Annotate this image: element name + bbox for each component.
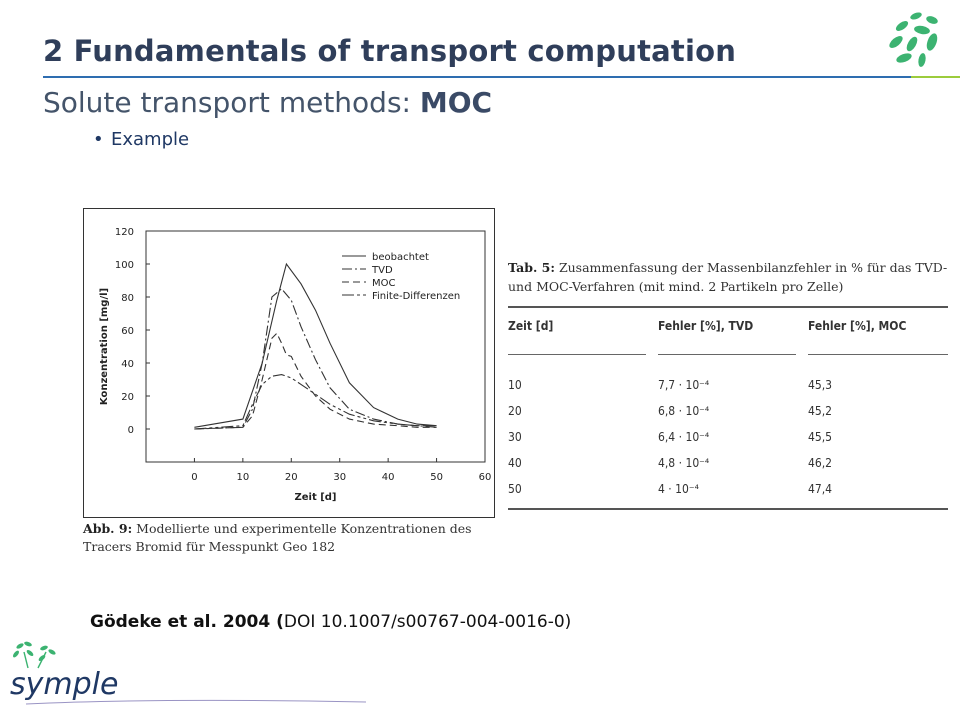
table-cell: 47,4 xyxy=(808,481,833,496)
x-tick-label: 0 xyxy=(191,472,197,483)
reference-bold: Gödeke et al. 2004 ( xyxy=(90,612,284,632)
table-header-row: Zeit [d] Fehler [%], TVD Fehler [%], MOC xyxy=(508,308,948,342)
error-table-block: Tab. 5: Zusammenfassung der Massenbilanz… xyxy=(508,258,948,510)
series-line-finite-differenzen xyxy=(194,374,437,430)
table-cell: 50 xyxy=(508,481,522,496)
subtitle-prefix: Solute transport methods: xyxy=(43,86,420,119)
x-tick-label: 30 xyxy=(333,472,346,483)
plot-area-frame xyxy=(145,230,486,463)
table-row: 50 4 · 10⁻⁴ 47,4 xyxy=(508,476,948,502)
bullet-text: Example xyxy=(111,129,190,150)
table-bottom-rule xyxy=(508,508,948,510)
figure-caption: Abb. 9: Modellierte und experimentelle K… xyxy=(83,520,503,556)
table-cell: 45,3 xyxy=(808,377,833,392)
table-row: 20 6,8 · 10⁻⁴ 45,2 xyxy=(508,398,948,424)
table-caption-bold: Tab. 5: xyxy=(508,260,555,275)
legend-label: TVD xyxy=(371,265,393,276)
legend-label: MOC xyxy=(372,278,395,289)
x-tick-label: 60 xyxy=(479,472,492,483)
table-cell: 10 xyxy=(508,377,522,392)
x-axis-label: Zeit [d] xyxy=(294,492,336,503)
series-line-moc xyxy=(194,332,437,430)
y-tick-label: 80 xyxy=(121,293,134,304)
bullet-item: • Example xyxy=(93,129,189,150)
figure-caption-text: Modellierte und experimentelle Konzentra… xyxy=(83,521,472,554)
reference-doi: DOI 10.1007/s00767-004-0016-0) xyxy=(283,612,572,632)
table-cell: 4 · 10⁻⁴ xyxy=(658,481,699,496)
table-caption-text: Zusammenfassung der Massenbilanzfehler i… xyxy=(508,260,948,294)
tree-icon xyxy=(13,641,56,661)
title-underline-accent xyxy=(911,76,960,78)
table-top-rule xyxy=(508,306,948,308)
table-cell: 45,2 xyxy=(808,403,833,418)
error-table: Zeit [d] Fehler [%], TVD Fehler [%], MOC… xyxy=(508,308,948,502)
chart-figure: 0 20 40 60 80 100 120 0 10 20 30 40 50 60 Zeit [d] Konz… xyxy=(83,208,495,518)
x-tick-label: 20 xyxy=(285,472,298,483)
slide-subtitle: Solute transport methods: MOC xyxy=(43,86,492,119)
table-header-cell: Fehler [%], MOC xyxy=(808,319,907,333)
table-row: 30 6,4 · 10⁻⁴ 45,5 xyxy=(508,424,948,450)
table-cell: 46,2 xyxy=(808,455,833,470)
symple-logo-text: symple xyxy=(10,667,118,702)
legend-label: beobachtet xyxy=(372,252,429,263)
leaf-logo-icon xyxy=(889,12,938,67)
symple-logo: symple xyxy=(10,641,367,705)
legend-label: Finite-Differenzen xyxy=(372,291,460,302)
table-header-cell: Fehler [%], TVD xyxy=(658,319,754,333)
y-tick-label: 40 xyxy=(121,359,134,370)
x-tick-label: 40 xyxy=(382,472,395,483)
table-cell: 30 xyxy=(508,429,522,444)
series-line-beobachtet xyxy=(194,262,437,428)
table-cell: 40 xyxy=(508,455,522,470)
reference-citation: Gödeke et al. 2004 (DOI 10.1007/s00767-0… xyxy=(90,612,571,632)
figure-caption-bold: Abb. 9: xyxy=(83,521,133,536)
title-underline xyxy=(43,76,911,78)
y-axis-label: Konzentration [mg/l] xyxy=(99,288,110,405)
slide-title: 2 Fundamentals of transport computation xyxy=(43,34,737,68)
table-row: 10 7,7 · 10⁻⁴ 45,3 xyxy=(508,372,948,398)
table-caption: Tab. 5: Zusammenfassung der Massenbilanz… xyxy=(508,258,948,296)
header-separator xyxy=(508,342,948,368)
x-tick-label: 10 xyxy=(236,472,249,483)
subtitle-bold: MOC xyxy=(419,86,493,119)
table-row: 40 4,8 · 10⁻⁴ 46,2 xyxy=(508,450,948,476)
y-tick-label: 20 xyxy=(121,392,134,403)
y-tick-label: 100 xyxy=(115,260,134,271)
y-tick-label: 60 xyxy=(121,326,134,337)
table-header-cell: Zeit [d] xyxy=(508,319,554,333)
table-cell: 45,5 xyxy=(808,429,833,444)
concentration-chart: 0 20 40 60 80 100 120 0 10 20 30 40 50 60 Zeit [d] Konz… xyxy=(99,227,492,503)
series-line-tvd xyxy=(194,288,437,430)
table-cell: 6,8 · 10⁻⁴ xyxy=(658,403,710,418)
y-tick-label: 120 xyxy=(115,227,134,238)
x-tick-label: 50 xyxy=(430,472,443,483)
table-cell: 20 xyxy=(508,403,522,418)
table-cell: 7,7 · 10⁻⁴ xyxy=(658,377,710,392)
table-cell: 6,4 · 10⁻⁴ xyxy=(658,429,710,444)
table-cell: 4,8 · 10⁻⁴ xyxy=(658,455,710,470)
bullet-dot-icon: • xyxy=(93,129,104,150)
y-tick-label: 0 xyxy=(128,425,134,436)
